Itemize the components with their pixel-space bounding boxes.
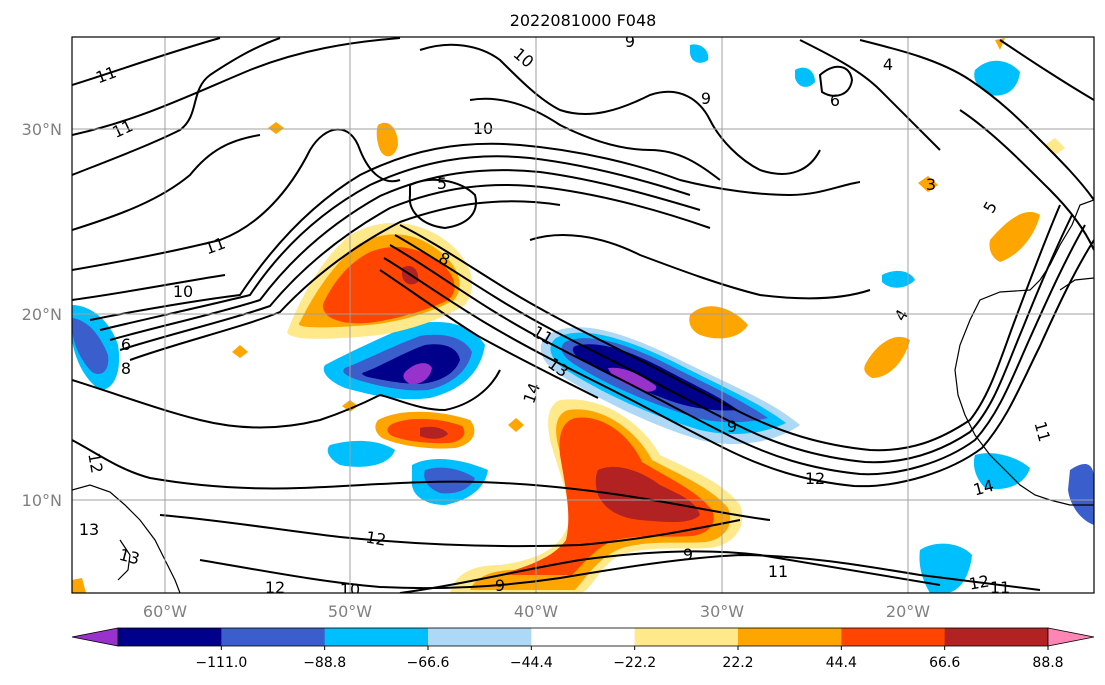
map-title: 2022081000 F048 xyxy=(510,11,657,30)
lon-label-30w: 30°W xyxy=(700,602,744,621)
contour-label: 9 xyxy=(727,417,737,436)
isotach-contours xyxy=(72,37,1094,593)
colorbar-segment xyxy=(738,628,842,646)
colorbar-segment xyxy=(221,628,326,646)
colorbar-segment xyxy=(428,628,532,646)
contour-label: 12 xyxy=(967,571,990,593)
contour-label: 12 xyxy=(84,451,106,474)
contour-label: 9 xyxy=(683,545,693,564)
colorbar-tick-label: −88.8 xyxy=(303,655,346,671)
lat-label-30n: 30°N xyxy=(22,120,62,139)
contour-label: 8 xyxy=(121,359,131,378)
colorbar-tick-label: 44.4 xyxy=(826,655,857,671)
contour-label: 10 xyxy=(173,282,193,301)
contour-label: 12 xyxy=(805,469,825,488)
colorbar-ticks: −111.0 −88.8 −66.6 −44.4 −22.2 22.2 44.4 66.6 88… xyxy=(195,646,1064,671)
contour-label: 5 xyxy=(437,174,447,193)
map-panel: 9 10 10 4 6 9 11 11 5 11 10 8 11 13 14 9… xyxy=(72,32,1094,597)
colorbar: −111.0 −88.8 −66.6 −44.4 −22.2 22.2 44.4 66.6 88… xyxy=(71,627,1095,671)
colorbar-max-extension xyxy=(1047,627,1095,647)
colorbar-segment xyxy=(634,628,739,646)
contour-label: 14 xyxy=(971,476,996,500)
colorbar-segment xyxy=(118,628,222,646)
lat-label-20n: 20°N xyxy=(22,305,62,324)
graticule xyxy=(72,37,1094,593)
colorbar-segments xyxy=(117,627,1049,647)
contour-label: 4 xyxy=(883,55,893,74)
contour-label: 6 xyxy=(121,335,131,354)
contour-label: 12 xyxy=(364,527,387,549)
colorbar-tick-label: 22.2 xyxy=(722,655,753,671)
lon-label-60w: 60°W xyxy=(143,602,187,621)
contour-label: 11 xyxy=(990,578,1010,597)
colorbar-tick-label: −111.0 xyxy=(195,655,247,671)
colorbar-min-extension xyxy=(71,627,119,647)
colorbar-segment xyxy=(324,628,429,646)
contour-label: 9 xyxy=(701,89,711,108)
contour-label: 6 xyxy=(830,91,840,110)
contour-label: 9 xyxy=(625,32,635,51)
colorbar-segment xyxy=(841,628,946,646)
colorbar-tick-label: −22.2 xyxy=(613,655,656,671)
colorbar-tick-label: 88.8 xyxy=(1032,655,1063,671)
map-frame xyxy=(71,36,1095,594)
colorbar-segment xyxy=(944,628,1049,646)
colorbar-tick-label: −44.4 xyxy=(510,655,553,671)
contour-label: 11 xyxy=(768,562,788,581)
contour-label: 11 xyxy=(1031,419,1055,444)
colorbar-segment xyxy=(531,628,636,646)
longitude-labels: 60°W 50°W 40°W 30°W 20°W xyxy=(143,602,930,621)
contour-label: 12 xyxy=(265,578,285,597)
contour-label: 13 xyxy=(117,545,142,569)
lon-label-20w: 20°W xyxy=(886,602,930,621)
contour-label: 9 xyxy=(495,576,505,595)
contour-label: 13 xyxy=(79,520,99,539)
latitude-labels: 30°N 20°N 10°N xyxy=(22,120,62,510)
lon-label-50w: 50°W xyxy=(328,602,372,621)
lon-label-40w: 40°W xyxy=(514,602,558,621)
colorbar-tick-label: 66.6 xyxy=(929,655,960,671)
lat-label-10n: 10°N xyxy=(22,491,62,510)
contour-label: 3 xyxy=(926,175,936,194)
colorbar-tick-label: −66.6 xyxy=(407,655,450,671)
coastlines xyxy=(72,199,1094,593)
